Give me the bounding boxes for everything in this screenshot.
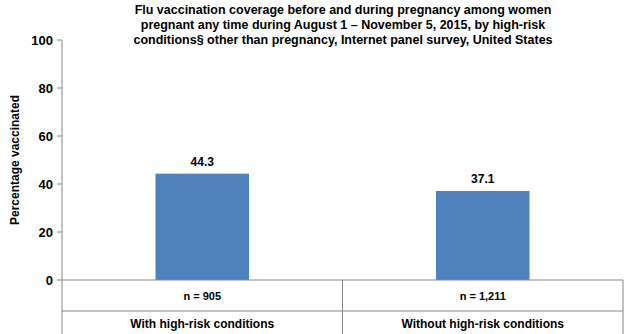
y-tick [57, 280, 62, 281]
sample-size-label: n = 905 [183, 290, 221, 302]
bars [156, 174, 530, 280]
y-tick-label: 40 [39, 177, 53, 192]
y-tick [57, 232, 62, 233]
y-tick-label: 100 [31, 33, 53, 48]
table-line [623, 280, 624, 334]
y-axis-label: Percentage vaccinated [8, 95, 22, 225]
y-tick [57, 136, 62, 137]
y-tick-label: 0 [46, 273, 53, 288]
title: conditions§ other than pregnancy, Intern… [133, 33, 552, 47]
y-tick [57, 184, 62, 185]
y-tick [57, 40, 62, 41]
y-axis [62, 40, 63, 280]
y-tick-label: 80 [39, 81, 53, 96]
bar [436, 191, 530, 280]
data-label: 44.3 [191, 155, 215, 169]
bar [156, 174, 250, 280]
x-tick-label: Without high-risk conditions [401, 317, 564, 331]
title: Flu vaccination coverage before and duri… [135, 3, 552, 17]
table-line [62, 280, 63, 334]
title: pregnant any time during August 1 – Nove… [141, 18, 546, 32]
y-tick-label: 60 [39, 129, 53, 144]
x-tick-label: With high-risk conditions [130, 317, 274, 331]
y-tick [57, 88, 62, 89]
data-label: 37.1 [471, 172, 495, 186]
sample-size-label: n = 1,211 [460, 290, 506, 302]
chart: Flu vaccination coverage before and duri… [0, 0, 624, 334]
table-line [342, 280, 343, 334]
y-tick-label: 20 [39, 225, 53, 240]
